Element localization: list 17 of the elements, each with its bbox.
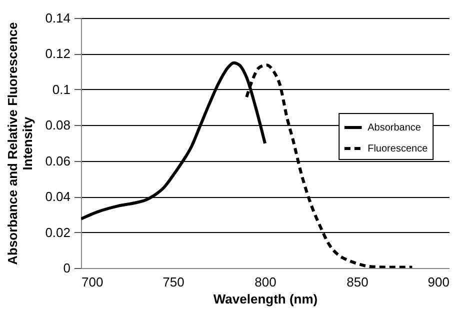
y-tick-label: 0.02 [45, 224, 70, 240]
x-tick-label: 850 [346, 274, 368, 290]
x-tick-label: 800 [254, 274, 276, 290]
y-tick-label: 0.04 [45, 189, 70, 204]
y-tick-label: 0.12 [45, 46, 70, 62]
y-tick-label: 0.08 [45, 118, 70, 133]
x-axis-title: Wavelength (nm) [213, 292, 318, 306]
y-tick-label: 0.14 [45, 10, 70, 26]
legend-label: Absorbance [368, 122, 422, 134]
y-tick-label: 0.1 [52, 82, 70, 97]
y-tick-label: 0 [63, 260, 70, 276]
x-tick-label: 700 [82, 274, 104, 290]
legend-label: Fluorescence [368, 144, 428, 154]
x-tick-label: 900 [428, 274, 450, 290]
y-tick-label: 0.06 [45, 153, 70, 168]
y-axis-title: Absorbance and Relative Fluorescence Intensity [5, 22, 36, 265]
x-tick-label: 750 [162, 274, 184, 290]
